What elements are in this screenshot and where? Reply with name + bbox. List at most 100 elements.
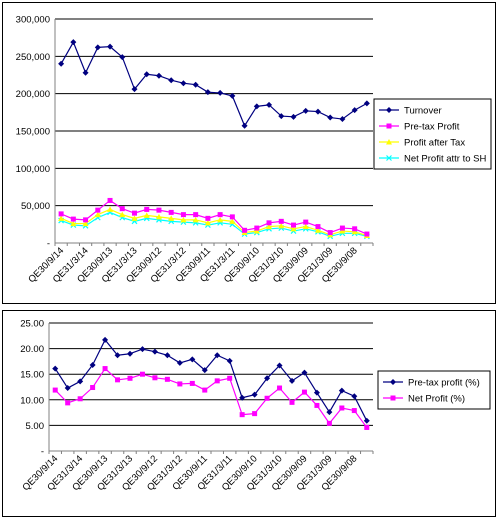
data-point (95, 207, 101, 213)
data-point (155, 72, 162, 79)
data-point (363, 100, 370, 107)
data-point (315, 224, 321, 230)
data-point (302, 223, 309, 230)
y-tick-label: - (47, 239, 50, 250)
y-tick-label: 200,000 (16, 89, 50, 100)
data-point (277, 385, 283, 391)
legend-marker (390, 395, 396, 401)
data-point (83, 217, 89, 223)
data-point (204, 219, 211, 226)
data-point (327, 230, 333, 236)
data-point (289, 377, 295, 384)
data-point (239, 394, 246, 401)
data-point (229, 218, 236, 224)
data-point (364, 424, 370, 430)
data-point (77, 378, 84, 385)
data-point (192, 216, 199, 223)
data-point (82, 69, 89, 76)
legend-label: Profit after Tax (404, 138, 465, 149)
legend-label: Pre-tax Profit (404, 122, 460, 133)
data-point (226, 357, 233, 364)
data-point (253, 103, 260, 110)
data-point (351, 107, 358, 114)
turnover-profit-chart: - 50,000 100,000 150,000 200,000 250,000 300,0… (16, 15, 492, 285)
data-point (156, 207, 162, 213)
data-point (180, 216, 187, 223)
data-point (254, 225, 260, 231)
data-point (131, 215, 138, 221)
data-point (82, 220, 89, 227)
data-point (239, 412, 245, 418)
data-point (94, 211, 101, 218)
data-point (217, 89, 224, 96)
y-tick-label: 50,000 (21, 201, 50, 212)
data-point (241, 122, 248, 129)
data-point (64, 385, 71, 392)
legend-marker (386, 139, 392, 145)
data-point (339, 405, 345, 411)
data-point (301, 369, 308, 376)
data-point (168, 209, 174, 215)
data-point (77, 396, 83, 402)
data-point (177, 381, 183, 387)
data-point (290, 113, 297, 120)
data-point (266, 223, 273, 230)
data-point (164, 376, 170, 382)
data-point (266, 220, 272, 226)
data-point (189, 380, 195, 386)
data-point (132, 210, 137, 216)
legend-label: Turnover (404, 106, 442, 117)
data-point (217, 216, 224, 223)
y-tick-label: 15.00 (20, 370, 44, 381)
data-point (289, 399, 295, 405)
data-point (102, 366, 108, 372)
series-turnover (58, 39, 370, 129)
data-point (143, 71, 150, 78)
data-point (193, 212, 199, 218)
data-point (119, 54, 126, 61)
legend-label: Pre-tax profit (%) (408, 378, 480, 389)
data-point (326, 420, 332, 426)
data-point (144, 206, 150, 212)
data-point (139, 346, 146, 353)
data-point (214, 352, 221, 359)
data-point (202, 387, 208, 393)
data-point (127, 375, 133, 381)
data-point (127, 350, 133, 357)
data-point (314, 227, 321, 233)
data-point (364, 231, 370, 237)
margin-chart-panel: -5.00 10.00 15.00 20.00 25.00 QE30/9/14 QE31/3… (2, 310, 496, 517)
data-point (217, 212, 223, 218)
data-point (155, 213, 162, 220)
data-point (176, 359, 183, 366)
data-point (278, 222, 285, 229)
data-point (266, 101, 273, 108)
y-tick-label: 300,000 (16, 15, 50, 26)
y-tick-label: 100,000 (16, 164, 50, 175)
data-point (102, 336, 109, 343)
data-point (151, 348, 158, 355)
data-point (58, 211, 64, 217)
data-point (278, 218, 284, 224)
y-tick-label: 10.00 (20, 395, 44, 406)
series-pre-tax-profit (52, 336, 370, 424)
data-point (303, 219, 309, 225)
data-point (70, 216, 76, 222)
legend-label: Net Profit attr to SH (404, 154, 486, 165)
legend-label: Net Profit (%) (408, 394, 465, 405)
legend-marker (386, 123, 392, 129)
data-point (314, 108, 321, 115)
data-point (327, 114, 334, 121)
data-point (264, 395, 270, 401)
data-point (119, 211, 126, 218)
legend-marker (386, 107, 392, 113)
data-point (189, 356, 196, 363)
data-point (58, 215, 65, 221)
series-net-profit (52, 366, 370, 430)
data-point (192, 81, 199, 88)
data-point (180, 80, 187, 87)
data-point (339, 228, 346, 234)
margin-percent-chart: -5.0010.0015.0020.0025.00QE30/9/14QE31/3… (20, 319, 491, 493)
data-point (58, 60, 65, 67)
data-point (313, 389, 320, 396)
